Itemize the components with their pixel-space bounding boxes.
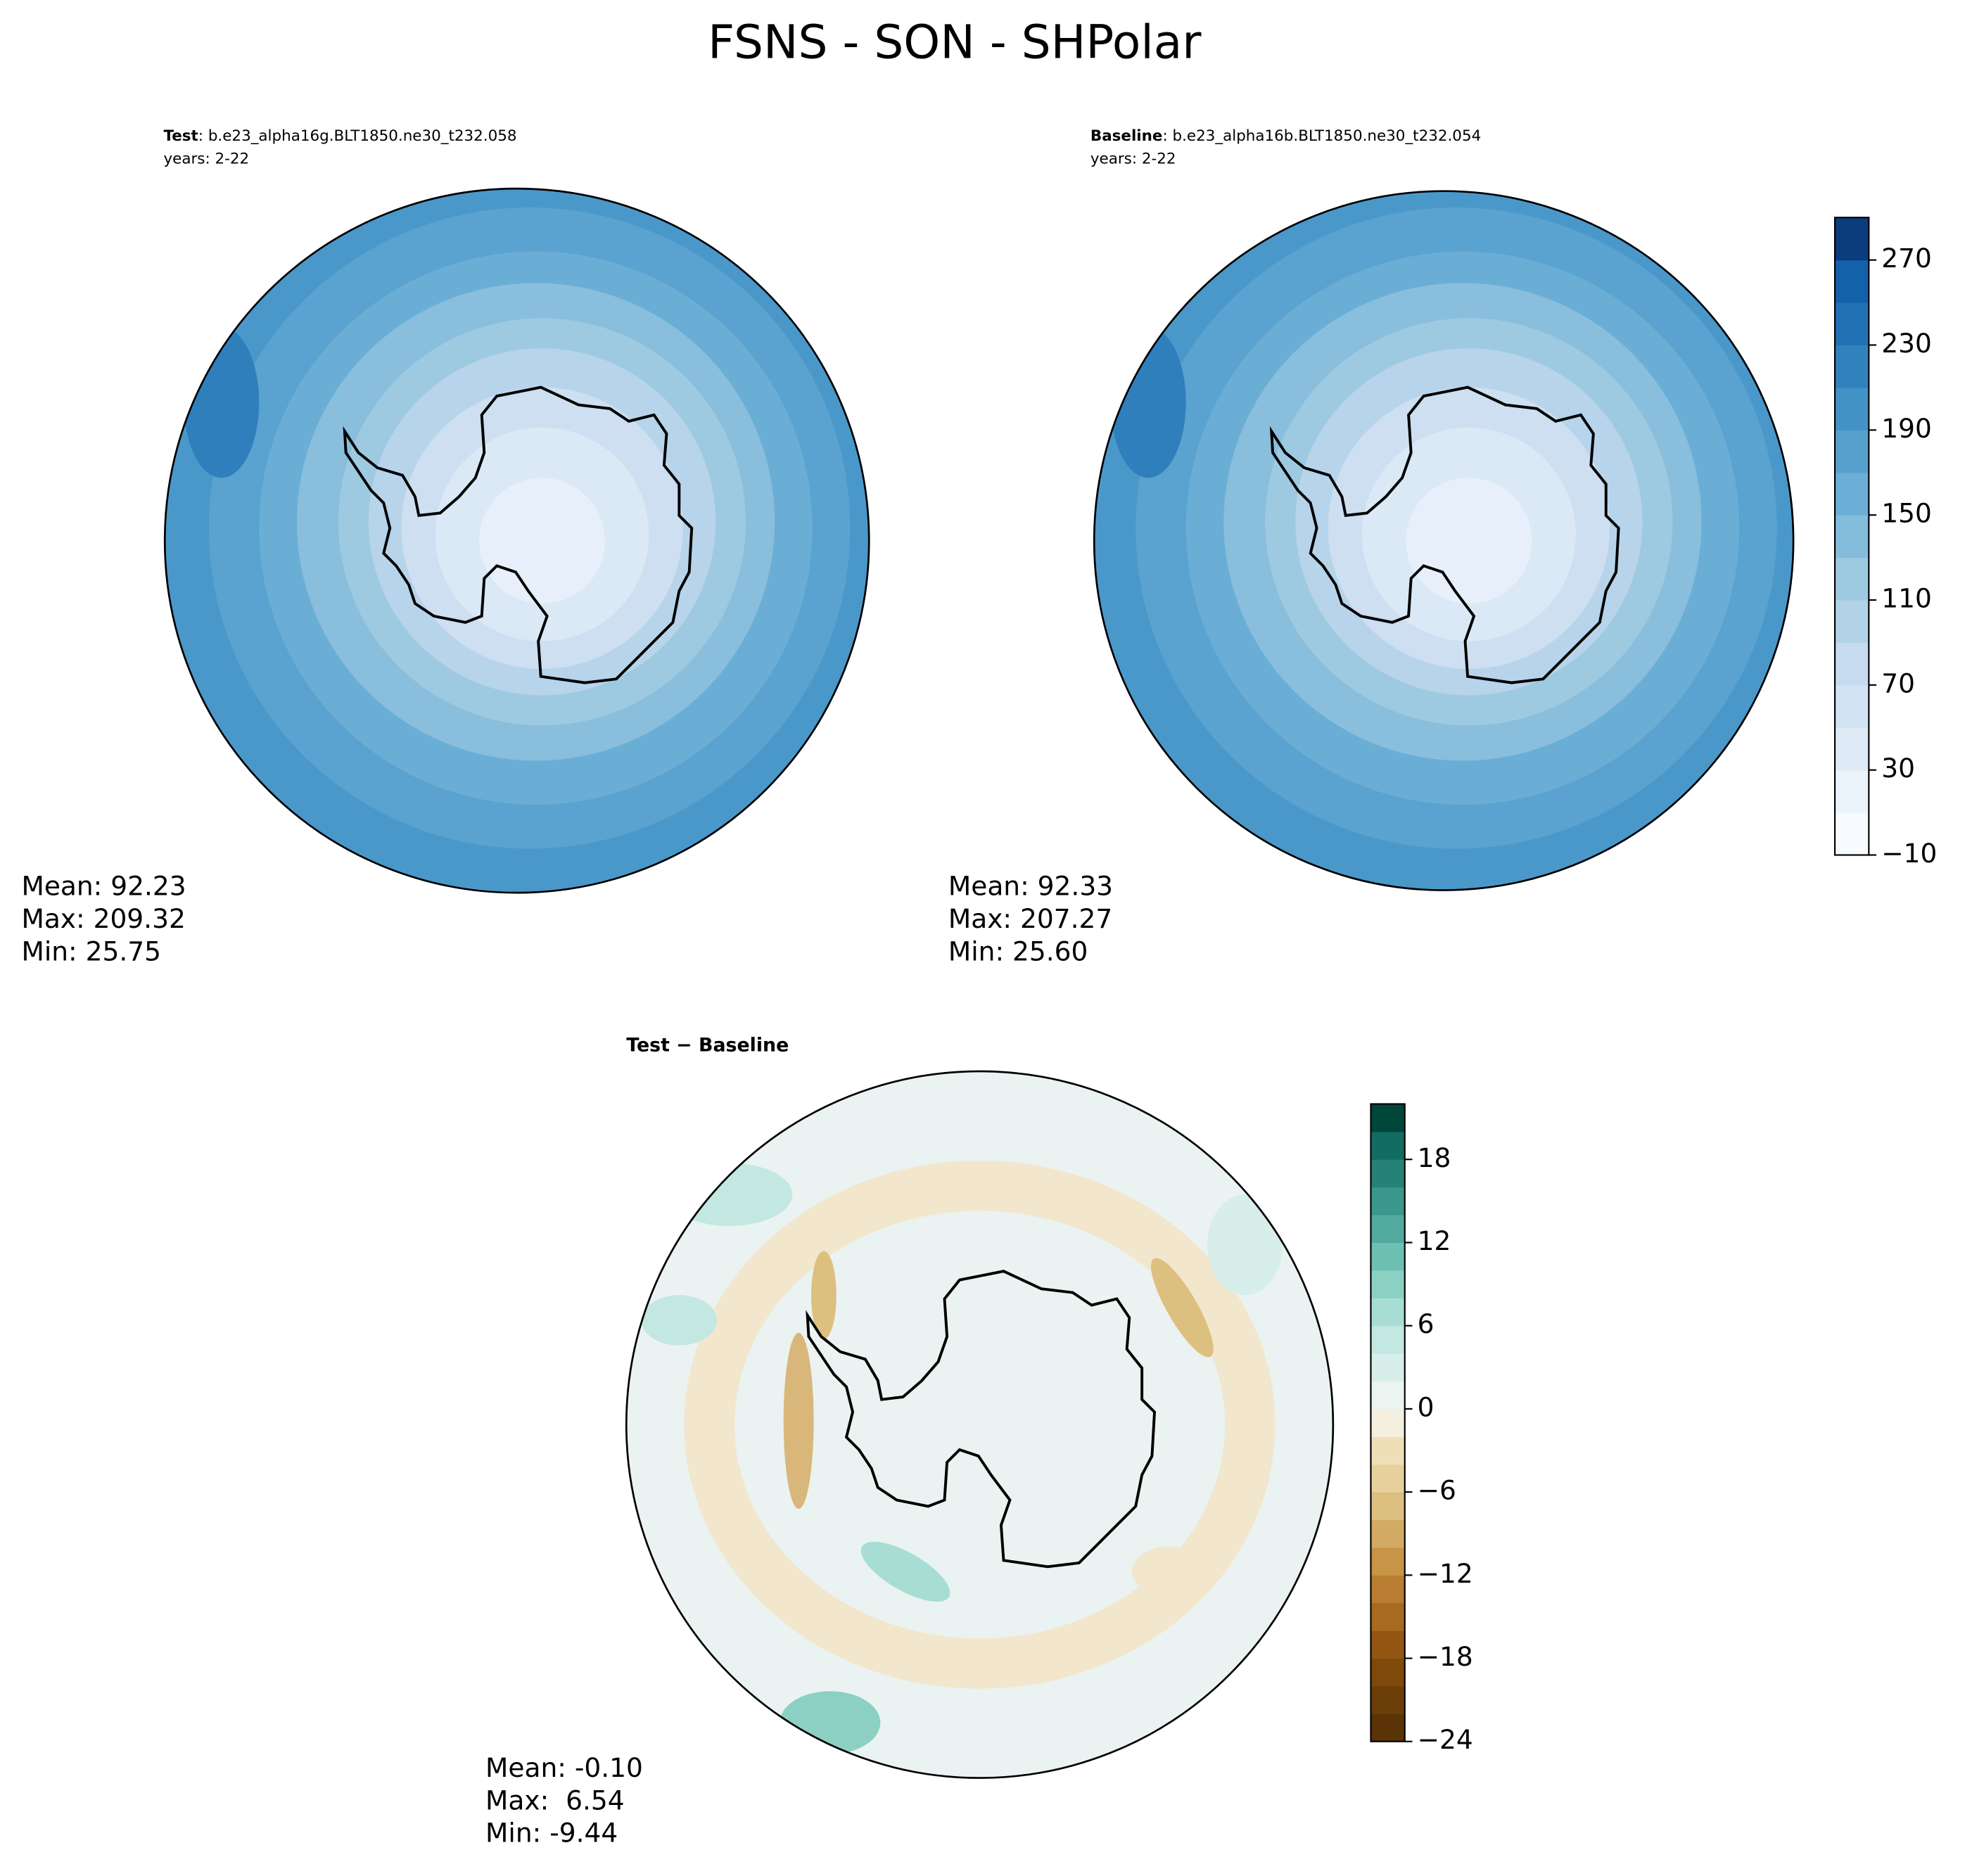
tick-label: 270 [1881,243,1932,274]
tick-label: −12 [1418,1558,1473,1589]
color-band [1370,1159,1405,1188]
stat-text: Max: 209.32 [21,903,185,934]
color-band [1370,1325,1405,1354]
color-band [1370,1353,1405,1382]
colorbar-frame [1834,217,1870,856]
color-band [1835,684,1869,728]
color-band [1370,1381,1405,1410]
years: years: 2-22 [1090,150,1176,167]
years: years: 2-22 [163,150,249,167]
tick-label: 190 [1881,413,1932,444]
color-band [1835,387,1869,430]
color-band [1370,1547,1405,1576]
color-band [1835,812,1869,856]
color-band [1370,1131,1405,1160]
panel-subtitle: Test: b.e23_alpha16g.BLT1850.ne30_t232.0… [163,127,516,145]
stat-text: Min: 25.75 [21,936,161,967]
figure-title: FSNS - SON - SHPolar [708,15,1202,69]
color-band [1370,1104,1405,1132]
color-band [1835,345,1869,388]
color-band [1835,302,1869,346]
map-fill [165,189,870,893]
color-band [1370,1658,1405,1687]
tick-label: 150 [1881,498,1932,529]
color-band [1370,1575,1405,1604]
tick-label: 0 [1418,1391,1435,1422]
color-band [1370,1298,1405,1327]
color-band [1370,1187,1405,1215]
map-boundary [163,187,870,894]
tick-label: 6 [1418,1308,1435,1339]
map-boundary [625,1070,1335,1779]
tick-label: −6 [1418,1475,1456,1506]
stat-text: Mean: 92.23 [21,871,186,902]
case-name: : b.e23_alpha16b.BLT1850.ne30_t232.054 [1162,127,1481,145]
colorbar-frame [1370,1103,1406,1742]
color-band [1370,1519,1405,1548]
map-fill [626,1071,1333,1778]
color-band [1370,1602,1405,1631]
color-band [1370,1270,1405,1298]
tick-label: −18 [1418,1641,1473,1672]
stat-text: Mean: 92.33 [948,871,1113,902]
map-fill [1094,191,1794,891]
stat-text: Min: -9.44 [485,1818,618,1849]
color-band [1835,557,1869,601]
stat-text: Max: 207.27 [948,903,1112,934]
tick-label: −10 [1881,838,1937,869]
case-name: : b.e23_alpha16g.BLT1850.ne30_t232.058 [198,127,517,145]
color-band [1835,727,1869,771]
map-boundary [1093,190,1795,891]
color-band [1370,1631,1405,1659]
stat-text: Mean: -0.10 [485,1752,643,1783]
color-band [1835,217,1869,261]
color-band [1835,472,1869,516]
tick-label: 110 [1881,583,1932,614]
color-band [1835,260,1869,303]
stat-text: Min: 25.60 [948,936,1088,967]
panel-difference: Test − Baseline Mean: -0.10 Max: 6.54 Mi… [485,1034,1335,1849]
color-band [1835,600,1869,643]
color-band [1370,1464,1405,1493]
color-band [1370,1436,1405,1465]
panel-label: Test [163,127,198,145]
color-band [1835,515,1869,559]
color-band [1835,430,1869,473]
color-band [1370,1714,1405,1742]
tick-label: 12 [1418,1225,1451,1256]
stat-text: Max: 6.54 [485,1785,625,1816]
color-band [1835,770,1869,813]
tick-label: 230 [1881,328,1932,359]
tick-label: 70 [1881,668,1915,698]
color-band [1370,1685,1405,1714]
color-band [1370,1408,1405,1437]
panel-baseline: Baseline: b.e23_alpha16b.BLT1850.ne30_t2… [948,127,1795,967]
panel-label: Baseline [1090,127,1163,145]
tick-label: −24 [1418,1724,1473,1755]
color-band [1370,1215,1405,1244]
panel-test: Test: b.e23_alpha16g.BLT1850.ne30_t232.0… [21,127,870,967]
panel-subtitle: Baseline: b.e23_alpha16b.BLT1850.ne30_t2… [1090,127,1481,145]
tick-label: 18 [1418,1142,1451,1173]
color-band [1370,1492,1405,1521]
color-band [1370,1242,1405,1271]
tick-label: 30 [1881,753,1915,784]
color-band [1835,642,1869,686]
panel-label: Test − Baseline [626,1034,789,1056]
